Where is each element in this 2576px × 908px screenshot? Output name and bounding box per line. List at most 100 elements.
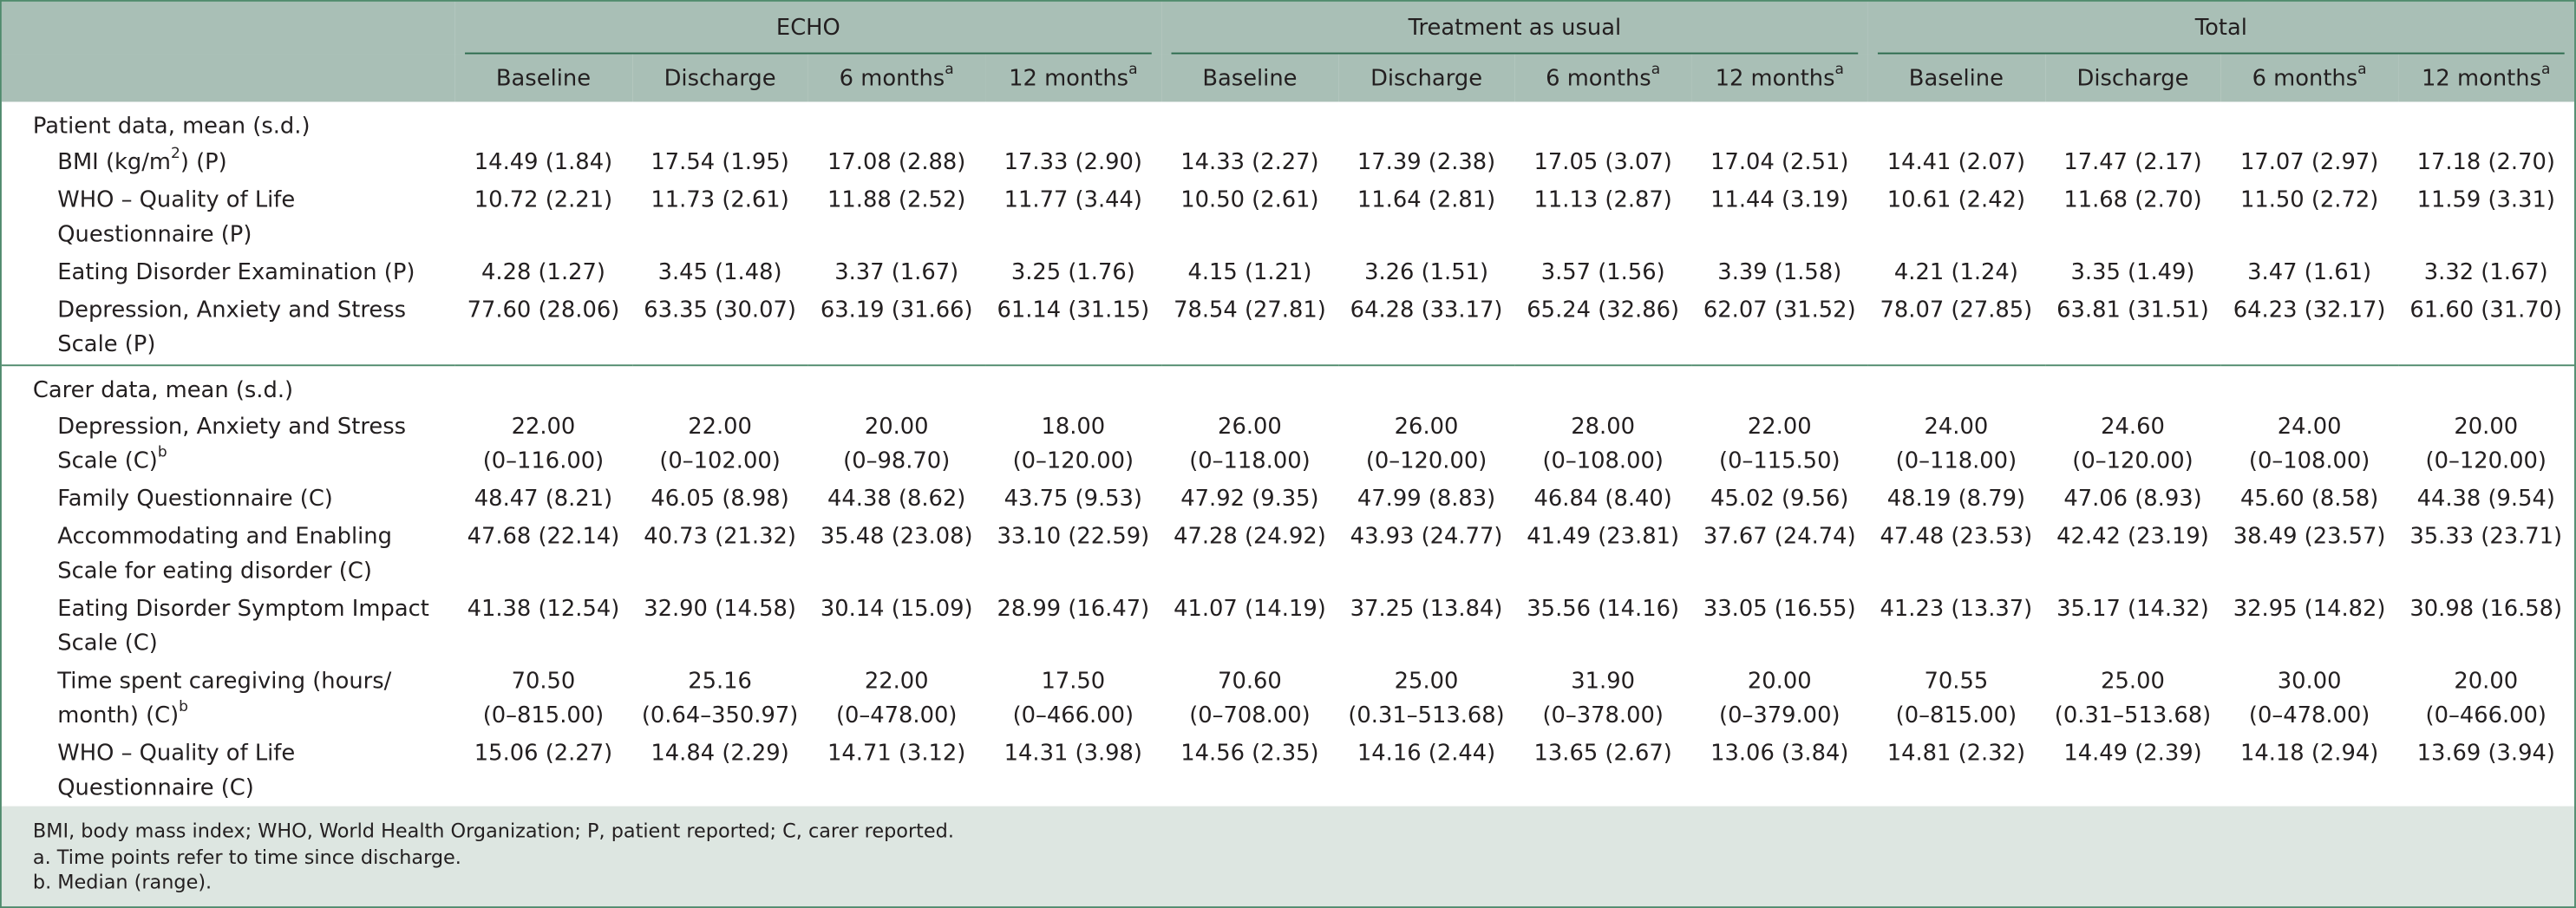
cell-line: 15.06 (2.27) [474, 740, 613, 768]
data-cell: 33.10 (22.59) [985, 519, 1162, 591]
cell-line: (0–815.00) [1895, 702, 2017, 729]
data-cell: 77.60 (28.06) [455, 292, 632, 365]
data-cell: 35.56 (14.16) [1514, 591, 1691, 663]
label-line: Scale (C) [57, 627, 454, 662]
data-cell: 17.39 (2.38) [1338, 145, 1515, 183]
data-cell: 11.77 (3.44) [985, 182, 1162, 254]
cell-line: 24.00 [1924, 414, 1989, 441]
data-table: ECHO Treatment as usual Total Baseline Disch… [1, 1, 2575, 808]
cell-line: 13.69 (3.94) [2416, 740, 2555, 768]
data-cell: 61.14 (31.15) [985, 292, 1162, 365]
data-cell: 44.38 (8.62) [808, 481, 985, 519]
cell-line: 25.16 [688, 668, 752, 695]
column-header: Baseline [455, 54, 632, 101]
cell-line: 64.28 (33.17) [1350, 297, 1503, 323]
cell-line: (0–108.00) [2248, 447, 2370, 475]
cell-line: 63.19 (31.66) [820, 297, 973, 323]
data-row: WHO – Quality of Life Questionnaire (C) 15… [2, 735, 2574, 807]
data-cell: 17.47 (2.17) [2044, 145, 2221, 183]
cell-line: 70.55 [1924, 668, 1989, 695]
data-cell: 14.33 (2.27) [1161, 145, 1338, 183]
data-cell: 20.00 (0–98.70) [808, 408, 985, 480]
cell-line: 17.33 (2.90) [1004, 149, 1142, 176]
column-name: 12 months [2422, 64, 2541, 92]
cell-line: 47.48 (23.53) [1880, 523, 2033, 551]
data-cell: 3.35 (1.49) [2044, 254, 2221, 292]
data-cell: 3.26 (1.51) [1338, 254, 1515, 292]
cell-line: 17.50 [1041, 668, 1106, 695]
cell-line: 14.31 (3.98) [1004, 740, 1142, 768]
data-cell: 30.98 (16.58) [2397, 591, 2574, 663]
label-line: Scale (P) [57, 329, 454, 363]
cell-line: (0–118.00) [1189, 447, 1311, 475]
cell-line: 28.00 [1571, 414, 1636, 441]
group-name: ECHO [465, 3, 1152, 54]
cell-line: (0–102.00) [659, 447, 781, 475]
cell-line: 4.21 (1.24) [1893, 259, 2018, 286]
cell-line: 25.00 [1394, 668, 1459, 695]
data-cell: 48.47 (8.21) [455, 481, 632, 519]
data-cell: 22.00 (0–115.50) [1691, 408, 1868, 480]
data-cell: 41.49 (23.81) [1514, 519, 1691, 591]
cell-line: (0–466.00) [1012, 702, 1134, 729]
cell-line: 11.73 (2.61) [651, 186, 789, 214]
cell-line: 10.61 (2.42) [1886, 186, 2026, 214]
superscript: b [179, 700, 188, 717]
cell-line: 22.00 [688, 414, 752, 441]
cell-line: 64.23 (32.17) [2233, 297, 2386, 323]
label-text: WHO – Quality of Life [57, 186, 296, 214]
cell-line: 3.37 (1.67) [834, 259, 959, 286]
data-cell: 13.65 (2.67) [1514, 735, 1691, 807]
data-cell: 20.00 (0–120.00) [2397, 408, 2574, 480]
cell-line: 48.19 (8.79) [1886, 486, 2026, 513]
cell-line: 30.98 (16.58) [2409, 596, 2563, 623]
data-cell: 3.32 (1.67) [2397, 254, 2574, 292]
cell-line: 3.45 (1.48) [657, 259, 782, 286]
label-line: Scale (C)b [57, 445, 454, 480]
row-label: Accommodating and Enabling Scale for eati… [2, 519, 455, 591]
data-cell: 22.00 (0–478.00) [808, 663, 985, 735]
label-line: Eating Disorder Examination (P) [57, 256, 454, 291]
cell-line: 14.84 (2.29) [651, 740, 789, 768]
cell-line: 17.18 (2.70) [2416, 149, 2555, 176]
data-cell: 4.15 (1.21) [1161, 254, 1338, 292]
column-header: 6 monthsa [2221, 54, 2398, 101]
data-cell: 48.19 (8.79) [1868, 481, 2045, 519]
label-text: Scale (P) [57, 331, 156, 358]
label-text: ) (P) [180, 149, 227, 176]
cell-line: 10.72 (2.21) [474, 186, 613, 214]
data-row: Depression, Anxiety and Stress Scale (P) 7… [2, 292, 2574, 365]
cell-line: 35.48 (23.08) [820, 523, 973, 551]
cell-line: 20.00 [2454, 414, 2519, 441]
cell-line: 14.49 (2.39) [2063, 740, 2202, 768]
cell-line: 65.24 (32.86) [1527, 297, 1680, 323]
cell-line: (0–478.00) [2248, 702, 2370, 729]
data-cell: 44.38 (9.54) [2397, 481, 2574, 519]
cell-line: (0–708.00) [1189, 702, 1311, 729]
label-text: Depression, Anxiety and Stress [57, 414, 407, 441]
data-cell: 26.00 (0–118.00) [1161, 408, 1338, 480]
data-cell: 33.05 (16.55) [1691, 591, 1868, 663]
label-line: Depression, Anxiety and Stress [57, 410, 454, 445]
cell-line: 35.33 (23.71) [2409, 523, 2563, 551]
data-cell: 3.57 (1.56) [1514, 254, 1691, 292]
label-text: Time spent caregiving (hours/ [57, 668, 392, 695]
data-cell: 3.25 (1.76) [985, 254, 1162, 292]
cell-line: 40.73 (21.32) [644, 523, 796, 551]
data-cell: 10.72 (2.21) [455, 182, 632, 254]
row-label: Family Questionnaire (C) [2, 481, 455, 519]
cell-line: 14.18 (2.94) [2239, 740, 2379, 768]
data-cell: 17.33 (2.90) [985, 145, 1162, 183]
data-cell: 43.75 (9.53) [985, 481, 1162, 519]
column-header: 12 monthsa [985, 54, 1162, 101]
data-cell: 3.37 (1.67) [808, 254, 985, 292]
data-cell: 11.13 (2.87) [1514, 182, 1691, 254]
data-cell: 40.73 (21.32) [631, 519, 808, 591]
cell-line: 3.25 (1.76) [1010, 259, 1135, 286]
data-cell: 78.54 (27.81) [1161, 292, 1338, 365]
data-cell: 11.88 (2.52) [808, 182, 985, 254]
footnote-marker: a [1834, 62, 1844, 79]
data-cell: 11.73 (2.61) [631, 182, 808, 254]
